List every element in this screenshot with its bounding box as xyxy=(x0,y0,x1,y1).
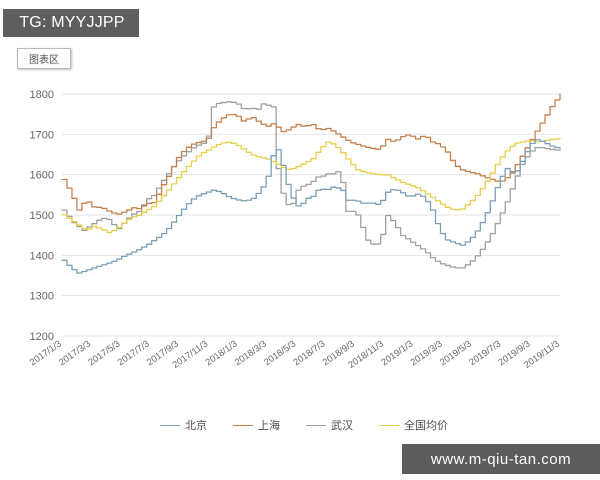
svg-text:2017/5/3: 2017/5/3 xyxy=(86,338,121,367)
svg-text:2018/5/3: 2018/5/3 xyxy=(262,338,297,367)
svg-text:1600: 1600 xyxy=(30,170,54,182)
svg-text:2018/7/3: 2018/7/3 xyxy=(291,338,326,367)
svg-text:2019/7/3: 2019/7/3 xyxy=(467,338,502,367)
svg-text:1800: 1800 xyxy=(30,89,54,101)
svg-text:2018/1/3: 2018/1/3 xyxy=(204,338,239,367)
svg-text:1300: 1300 xyxy=(30,291,54,303)
svg-text:1700: 1700 xyxy=(30,129,54,141)
svg-text:2018/3/3: 2018/3/3 xyxy=(233,338,268,367)
svg-text:2017/7/3: 2017/7/3 xyxy=(116,338,151,367)
svg-text:1400: 1400 xyxy=(30,250,54,262)
svg-text:1200: 1200 xyxy=(30,331,54,343)
svg-text:2017/3/3: 2017/3/3 xyxy=(57,338,92,367)
svg-text:2019/3/3: 2019/3/3 xyxy=(409,338,444,367)
svg-text:2019/1/3: 2019/1/3 xyxy=(379,338,414,367)
svg-text:2019/5/3: 2019/5/3 xyxy=(438,338,473,367)
svg-text:1500: 1500 xyxy=(30,210,54,222)
